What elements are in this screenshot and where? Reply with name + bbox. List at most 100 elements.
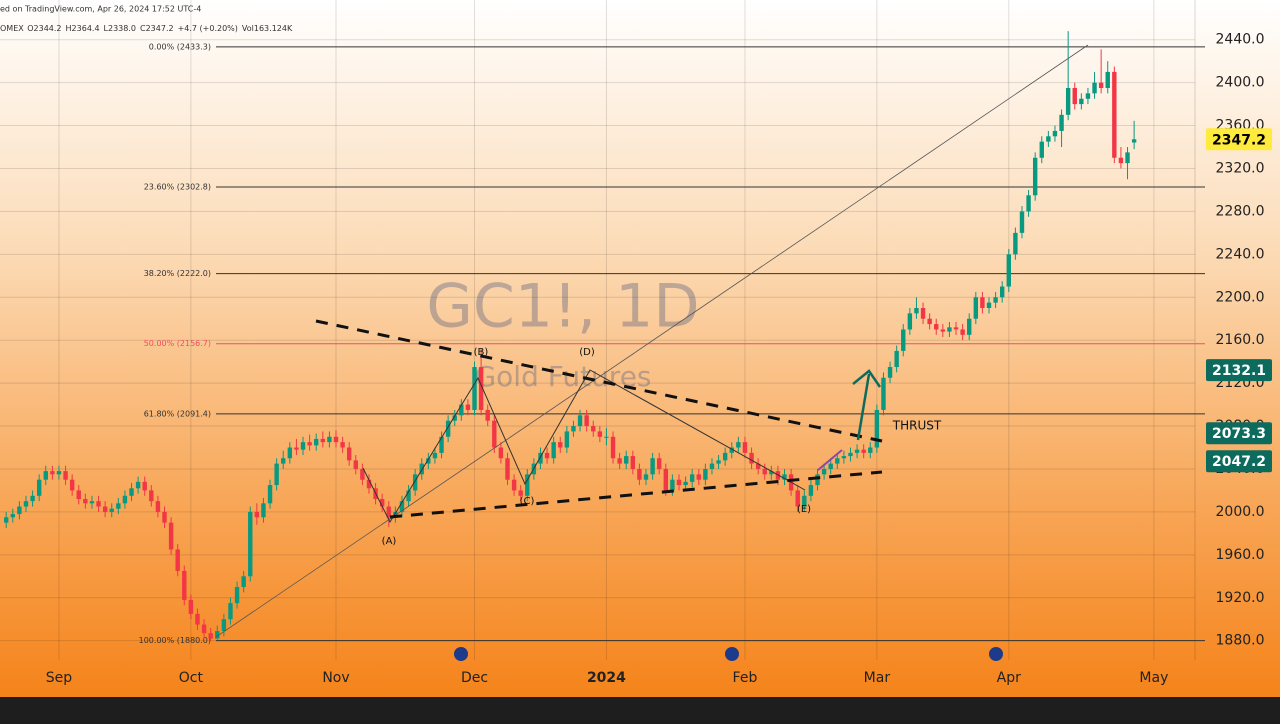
candle-body — [234, 587, 240, 604]
info-field: H2364.4 — [66, 24, 100, 33]
candle-body — [1026, 195, 1031, 212]
annotation: (C) — [520, 496, 535, 507]
event-icon[interactable] — [454, 647, 468, 661]
candle-body — [366, 479, 372, 489]
y-tick-label: 2320.0 — [1216, 160, 1265, 176]
candle-body — [274, 463, 279, 486]
annotation: (D) — [579, 347, 595, 358]
candle-body — [4, 517, 9, 523]
candle-body — [195, 613, 200, 625]
candle-body — [742, 442, 748, 453]
drawings: (A) (B) (C) (D) (E) THRUST — [215, 44, 1089, 661]
candle-body — [676, 479, 682, 486]
candle-body — [122, 495, 128, 504]
candle-body — [709, 463, 715, 469]
candle-body — [511, 479, 517, 491]
candle-body — [307, 442, 312, 446]
candle-body — [228, 603, 233, 620]
info-field: +4.7 (+0.20%) — [178, 24, 238, 33]
candle-body — [914, 308, 919, 314]
candle-body — [967, 318, 972, 335]
candle-body — [564, 431, 570, 448]
candle-body — [716, 460, 721, 464]
candle-body — [934, 324, 939, 330]
candle-body — [36, 479, 42, 496]
x-tick-label: Oct — [179, 670, 204, 686]
bottom-bar — [0, 697, 1280, 720]
candle-body — [1079, 98, 1084, 105]
candle-body — [1006, 254, 1011, 287]
candle-body — [505, 458, 510, 480]
event-icon[interactable] — [725, 647, 739, 661]
candle-body — [736, 442, 741, 448]
candle-body — [617, 458, 622, 464]
candle-body — [597, 431, 603, 437]
candle-body — [162, 511, 167, 523]
x-tick-label: 2024 — [587, 670, 626, 686]
candle-body — [116, 503, 121, 509]
candle-body — [993, 297, 998, 303]
candle-body — [102, 506, 108, 512]
candle-body — [10, 514, 15, 518]
candle-body — [498, 447, 504, 459]
candle-body — [149, 490, 154, 502]
candle-body — [1118, 157, 1124, 164]
candle-body — [802, 495, 807, 507]
candle-body — [333, 436, 339, 443]
y-tick-label: 2000.0 — [1216, 504, 1265, 520]
candle-body — [452, 415, 457, 421]
candle-body — [1032, 157, 1038, 196]
exchange: OMEX — [0, 24, 24, 33]
candle-body — [624, 456, 629, 464]
candle-body — [927, 318, 932, 325]
x-tick-label: Nov — [322, 670, 349, 686]
candle-body — [346, 447, 352, 461]
wave-line — [362, 369, 806, 524]
candle-body — [492, 420, 497, 448]
candle-body — [1059, 114, 1064, 131]
candle-body — [340, 442, 345, 448]
candle-body — [610, 436, 616, 459]
candle-body — [841, 456, 847, 459]
candle-body — [175, 549, 180, 571]
candle-body — [188, 599, 194, 614]
candle-body — [353, 460, 358, 469]
candle-body — [689, 474, 695, 482]
fib-level-label: 0.00% (2433.3) — [149, 42, 211, 51]
price-badge-label: 2073.3 — [1212, 426, 1266, 442]
candle-body — [472, 367, 477, 410]
fib-level-label: 61.80% (2091.4) — [144, 409, 211, 418]
annotation: THRUST — [892, 419, 942, 433]
candle-body — [1065, 88, 1071, 115]
candle-body — [445, 420, 451, 437]
candle-body — [591, 426, 596, 432]
price-badge — [1206, 422, 1272, 445]
candle-body — [986, 302, 992, 308]
candle-body — [1046, 136, 1051, 142]
candle-body — [215, 631, 220, 639]
candle-body — [630, 456, 636, 469]
candle-body — [201, 624, 207, 634]
candle-body — [782, 474, 787, 480]
candle-body — [76, 490, 81, 500]
candle-body — [637, 468, 642, 480]
candle-body — [544, 452, 550, 459]
candle-body — [439, 436, 444, 453]
candle-body — [650, 458, 655, 475]
candle-body — [96, 501, 101, 507]
event-icon[interactable] — [989, 647, 1003, 661]
candle-body — [861, 449, 866, 453]
candle-body — [571, 426, 576, 432]
x-tick-label: May — [1139, 670, 1168, 686]
candle-body — [465, 404, 471, 410]
candle-body — [1125, 152, 1130, 164]
fib-level-label: 50.00% (2156.7) — [144, 339, 211, 348]
candle-body — [762, 468, 767, 475]
candle-body — [657, 458, 662, 469]
candle-body — [241, 576, 246, 588]
candle-body — [393, 511, 398, 518]
candle-body — [808, 485, 814, 496]
candle-body — [907, 313, 913, 330]
candle-body — [182, 570, 187, 600]
